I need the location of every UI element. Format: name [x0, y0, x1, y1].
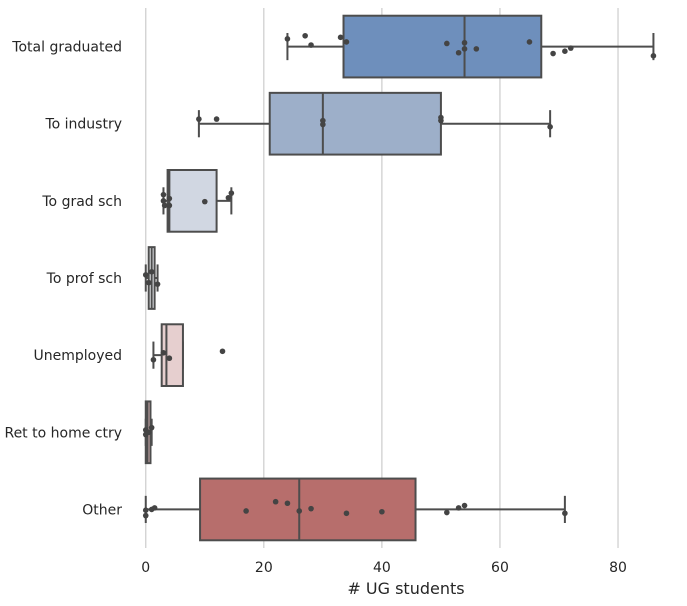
y-tick-label-ret-to-home-ctry: Ret to home ctry — [4, 425, 122, 441]
point-total-graduated-6 — [455, 49, 462, 56]
point-total-graduated-10 — [526, 39, 533, 45]
point-to-prof-sch-2 — [148, 269, 155, 275]
point-to-grad-sch-3 — [166, 195, 173, 202]
point-to-prof-sch-1 — [145, 279, 152, 286]
x-tick-label-40: 40 — [373, 560, 391, 576]
point-other-11 — [444, 509, 450, 516]
point-other-5 — [272, 498, 279, 505]
point-to-industry-6 — [547, 124, 553, 130]
box-total-graduated — [286, 14, 655, 79]
y-tick-label-to-prof-sch: To prof sch — [46, 271, 122, 287]
point-total-graduated-13 — [567, 45, 574, 51]
point-to-industry-1 — [213, 116, 220, 122]
point-to-grad-sch-4 — [166, 202, 173, 209]
x-axis-title: # UG students — [347, 579, 464, 598]
point-unemployed-1 — [160, 350, 167, 356]
point-total-graduated-7 — [461, 39, 468, 46]
point-other-0 — [142, 507, 149, 513]
point-other-14 — [562, 510, 568, 517]
box-body-other — [199, 477, 417, 542]
point-total-graduated-2 — [308, 42, 314, 48]
point-other-1 — [142, 512, 149, 519]
point-to-industry-5 — [438, 117, 444, 124]
point-to-grad-sch-0 — [160, 191, 167, 198]
point-to-industry-2 — [320, 117, 326, 124]
x-tick-label-20: 20 — [255, 560, 273, 576]
y-tick-labels: Total graduated To industry To grad sch To … — [4, 40, 122, 519]
point-ret-to-home-ctry-2 — [145, 429, 152, 436]
point-to-prof-sch-0 — [142, 272, 149, 278]
box-to-grad-sch — [162, 169, 233, 233]
point-total-graduated-8 — [461, 46, 468, 52]
point-unemployed-2 — [166, 355, 173, 362]
box-body-to-grad-sch — [166, 169, 218, 233]
point-to-grad-sch-7 — [228, 190, 235, 196]
point-total-graduated-14 — [650, 53, 657, 59]
point-to-industry-0 — [196, 116, 202, 122]
point-other-9 — [343, 510, 350, 517]
point-total-graduated-3 — [337, 34, 344, 41]
point-other-8 — [308, 505, 314, 512]
y-tick-label-total-graduated: Total graduated — [11, 40, 122, 56]
strip-points — [142, 32, 657, 519]
box-body-total-graduated — [342, 14, 543, 79]
box-body-to-industry — [268, 91, 442, 156]
y-tick-label-other: Other — [82, 502, 122, 518]
y-tick-label-to-industry: To industry — [44, 117, 122, 133]
point-to-grad-sch-2 — [161, 202, 168, 209]
box-to-prof-sch — [144, 246, 159, 310]
point-other-3 — [151, 505, 158, 511]
point-total-graduated-5 — [444, 40, 450, 47]
point-total-graduated-1 — [302, 32, 308, 39]
point-to-grad-sch-6 — [225, 194, 232, 201]
box-to-industry — [197, 91, 552, 156]
point-total-graduated-4 — [343, 39, 350, 45]
point-to-industry-3 — [320, 121, 326, 128]
point-other-10 — [379, 508, 385, 515]
point-to-grad-sch-1 — [160, 198, 167, 204]
point-to-grad-sch-5 — [201, 198, 208, 205]
x-tick-label-0: 0 — [141, 560, 150, 576]
point-other-13 — [461, 502, 468, 509]
point-other-4 — [243, 508, 249, 514]
point-unemployed-3 — [219, 348, 226, 355]
box-plots — [144, 14, 655, 542]
point-other-6 — [284, 500, 291, 507]
point-total-graduated-11 — [550, 50, 556, 57]
point-total-graduated-0 — [284, 36, 291, 42]
point-other-7 — [296, 508, 303, 514]
box-other — [144, 477, 566, 542]
box-unemployed — [152, 323, 184, 387]
y-tick-label-unemployed: Unemployed — [34, 348, 123, 364]
point-other-12 — [455, 505, 462, 511]
x-tick-labels: 0 20 40 60 80 — [141, 560, 627, 576]
x-tick-label-60: 60 — [491, 560, 509, 576]
gridlines — [145, 8, 619, 548]
point-total-graduated-9 — [473, 46, 480, 52]
point-total-graduated-12 — [562, 48, 568, 54]
x-tick-label-80: 80 — [609, 560, 627, 576]
y-tick-label-to-grad-sch: To grad sch — [41, 194, 122, 210]
point-to-prof-sch-3 — [154, 281, 161, 287]
point-ret-to-home-ctry-3 — [148, 424, 155, 431]
point-unemployed-0 — [150, 356, 157, 363]
